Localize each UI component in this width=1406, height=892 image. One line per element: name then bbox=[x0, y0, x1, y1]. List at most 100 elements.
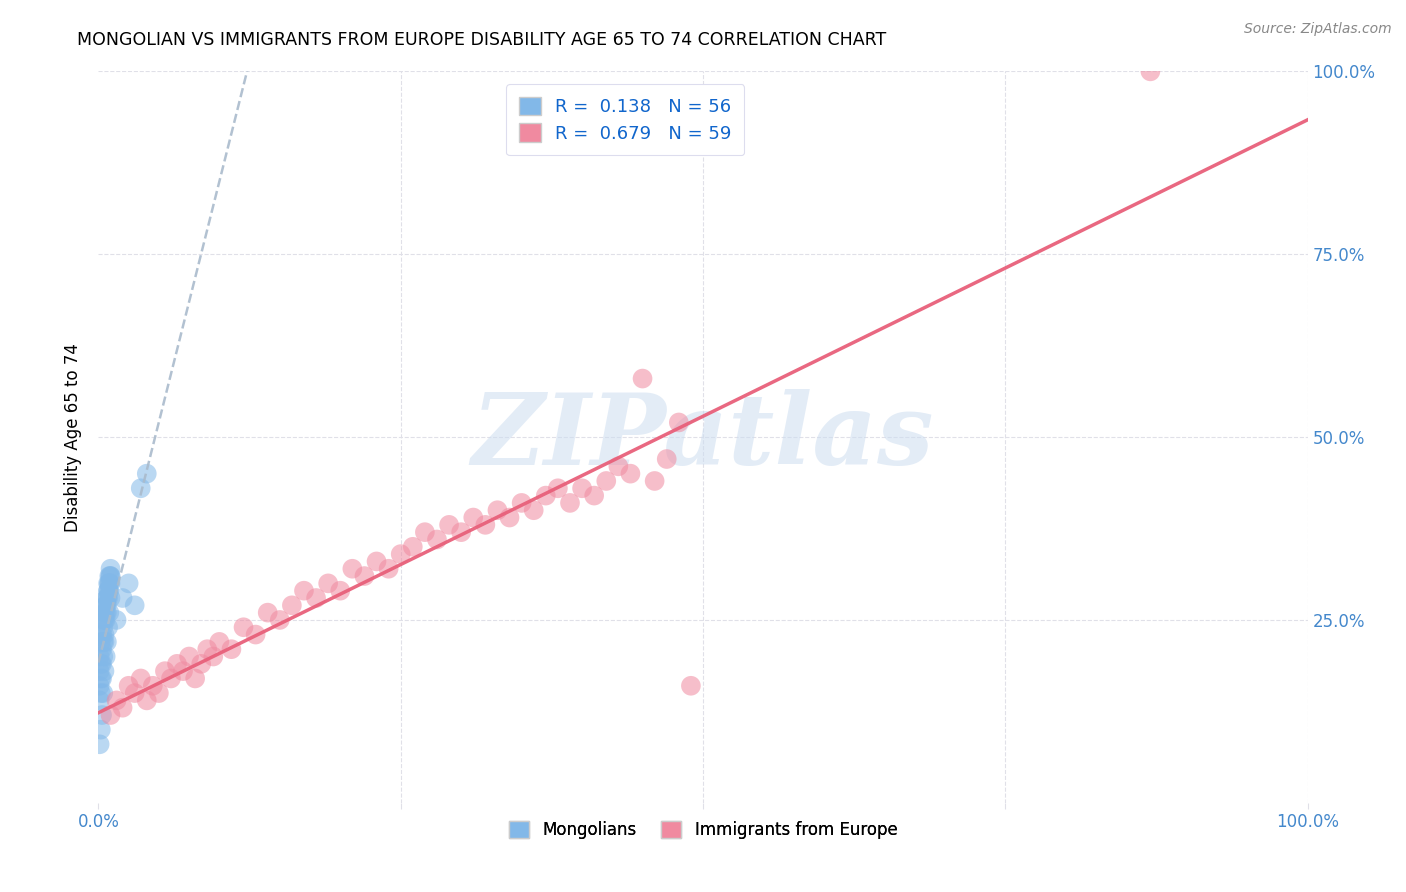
Point bbox=[269, 613, 291, 627]
Point bbox=[90, 723, 112, 737]
Point bbox=[486, 503, 509, 517]
Point bbox=[547, 481, 569, 495]
Point bbox=[91, 649, 114, 664]
Point bbox=[91, 627, 114, 641]
Point bbox=[148, 686, 170, 700]
Point bbox=[97, 583, 120, 598]
Point bbox=[100, 569, 122, 583]
Text: ZIPatlas: ZIPatlas bbox=[472, 389, 934, 485]
Point bbox=[316, 576, 339, 591]
Text: Source: ZipAtlas.com: Source: ZipAtlas.com bbox=[1244, 22, 1392, 37]
Point bbox=[142, 679, 165, 693]
Point bbox=[118, 576, 141, 591]
Point bbox=[98, 606, 121, 620]
Point bbox=[124, 599, 146, 613]
Point bbox=[498, 510, 520, 524]
Point bbox=[118, 679, 141, 693]
Point bbox=[98, 576, 121, 591]
Point bbox=[111, 591, 134, 605]
Point bbox=[124, 686, 146, 700]
Point bbox=[305, 591, 328, 605]
Point bbox=[100, 708, 122, 723]
Point bbox=[93, 664, 115, 678]
Point bbox=[166, 657, 188, 671]
Point bbox=[389, 547, 412, 561]
Point bbox=[190, 657, 212, 671]
Point bbox=[510, 496, 533, 510]
Point bbox=[93, 627, 115, 641]
Point bbox=[366, 554, 388, 568]
Point bbox=[96, 591, 118, 605]
Point bbox=[292, 583, 315, 598]
Point bbox=[1139, 64, 1161, 78]
Point bbox=[97, 620, 120, 634]
Point bbox=[91, 657, 114, 671]
Point bbox=[91, 620, 114, 634]
Point bbox=[90, 672, 112, 686]
Point bbox=[97, 583, 120, 598]
Point bbox=[100, 591, 122, 605]
Point bbox=[179, 649, 201, 664]
Point bbox=[655, 452, 678, 467]
Point bbox=[607, 459, 630, 474]
Point bbox=[89, 664, 111, 678]
Point bbox=[94, 649, 117, 664]
Point bbox=[89, 693, 111, 707]
Point bbox=[202, 649, 225, 664]
Point bbox=[558, 496, 581, 510]
Point bbox=[90, 657, 112, 671]
Point bbox=[105, 693, 128, 707]
Point bbox=[96, 599, 118, 613]
Point bbox=[91, 635, 114, 649]
Point bbox=[245, 627, 267, 641]
Point bbox=[91, 672, 114, 686]
Point bbox=[94, 613, 117, 627]
Point bbox=[98, 583, 121, 598]
Point bbox=[97, 591, 120, 605]
Point bbox=[97, 576, 120, 591]
Point bbox=[98, 576, 121, 591]
Point bbox=[619, 467, 641, 481]
Point bbox=[89, 649, 111, 664]
Point bbox=[571, 481, 593, 495]
Point bbox=[342, 562, 364, 576]
Point bbox=[172, 664, 194, 678]
Point bbox=[426, 533, 449, 547]
Point bbox=[221, 642, 243, 657]
Point bbox=[96, 606, 118, 620]
Point bbox=[135, 467, 157, 481]
Point bbox=[93, 613, 115, 627]
Point bbox=[93, 635, 115, 649]
Point bbox=[402, 540, 425, 554]
Point bbox=[129, 672, 152, 686]
Point bbox=[413, 525, 436, 540]
Point bbox=[91, 642, 114, 657]
Point bbox=[94, 599, 117, 613]
Point bbox=[153, 664, 176, 678]
Point bbox=[89, 737, 111, 751]
Point bbox=[474, 517, 496, 532]
Point bbox=[111, 700, 134, 714]
Point bbox=[353, 569, 375, 583]
Point bbox=[90, 635, 112, 649]
Point bbox=[135, 693, 157, 707]
Point bbox=[129, 481, 152, 495]
Point bbox=[91, 613, 114, 627]
Point bbox=[208, 635, 231, 649]
Text: MONGOLIAN VS IMMIGRANTS FROM EUROPE DISABILITY AGE 65 TO 74 CORRELATION CHART: MONGOLIAN VS IMMIGRANTS FROM EUROPE DISA… bbox=[77, 31, 887, 49]
Point bbox=[450, 525, 472, 540]
Point bbox=[93, 606, 115, 620]
Point bbox=[105, 613, 128, 627]
Point bbox=[631, 371, 654, 385]
Point bbox=[96, 635, 118, 649]
Point bbox=[523, 503, 546, 517]
Point bbox=[195, 642, 218, 657]
Point bbox=[595, 474, 617, 488]
Point bbox=[281, 599, 304, 613]
Point bbox=[463, 510, 485, 524]
Point bbox=[94, 599, 117, 613]
Point bbox=[668, 416, 690, 430]
Point bbox=[679, 679, 702, 693]
Y-axis label: Disability Age 65 to 74: Disability Age 65 to 74 bbox=[65, 343, 83, 532]
Point bbox=[90, 686, 112, 700]
